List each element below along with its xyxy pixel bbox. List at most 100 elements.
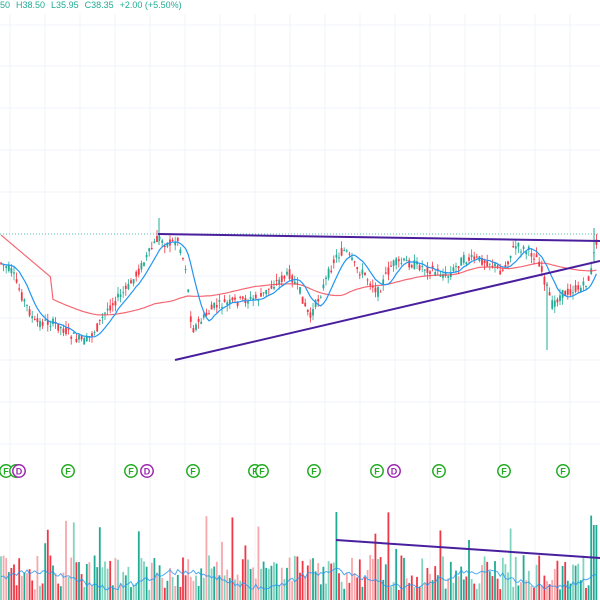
volume-bar (57, 583, 60, 600)
volume-bar (49, 555, 52, 600)
volume-bar (202, 577, 205, 600)
candle-body (377, 287, 379, 297)
candle-body (85, 335, 88, 342)
candle-body (486, 261, 489, 267)
event-marker-label: F (128, 467, 134, 477)
candle-body (418, 265, 421, 271)
candle-body (78, 335, 80, 340)
candle-body (504, 264, 507, 267)
volume-bar (234, 579, 236, 600)
candle-body (239, 296, 242, 298)
candle-body (275, 280, 278, 282)
volume-bar (205, 516, 208, 600)
candle-body (117, 293, 119, 298)
candle-body (280, 275, 283, 282)
candle-body (96, 323, 99, 332)
candle-body (184, 269, 187, 271)
volume-bar (358, 559, 361, 600)
candle-body (436, 268, 439, 271)
event-marker-dividend: D (387, 464, 401, 478)
candle-body (543, 276, 546, 285)
candle-body (551, 300, 554, 309)
volume-bar (7, 572, 10, 600)
volume-bar (340, 581, 343, 600)
candle-body (252, 298, 255, 301)
candle-body (241, 296, 244, 299)
volume-bar (309, 559, 312, 600)
volume-bar (80, 574, 83, 600)
event-marker-label: F (190, 467, 196, 477)
volume-bar (366, 569, 369, 600)
volume-bar (195, 575, 197, 600)
volume-bar (369, 555, 372, 600)
candle-body (218, 300, 221, 302)
volume-bar (257, 526, 260, 600)
volume-bar (494, 561, 496, 600)
candle-body (33, 318, 36, 320)
candle-body (530, 253, 533, 257)
candle-body (41, 321, 44, 326)
trendline-upper (157, 233, 600, 242)
candle-body (59, 326, 62, 329)
candle-body (473, 256, 476, 260)
candle-body (137, 268, 140, 275)
moving-average-fast (0, 241, 597, 338)
candle-body (226, 302, 229, 305)
candle-body (413, 260, 416, 270)
volume-bar (374, 533, 377, 600)
volume-bar (252, 567, 255, 600)
volume-bar (356, 577, 359, 600)
candle-body (499, 270, 502, 275)
event-marker-label: F (259, 467, 265, 477)
candle-body (405, 259, 408, 262)
volume-bar (0, 556, 2, 600)
volume-bar (197, 585, 200, 600)
volume-bar (361, 586, 364, 600)
candles (0, 218, 598, 350)
volume-bar (244, 545, 247, 600)
candle-body (468, 257, 470, 261)
volume-bar (525, 580, 528, 600)
volume-bars (0, 512, 598, 600)
candle-body (106, 308, 109, 311)
candle-body (392, 260, 395, 267)
candle-body (70, 336, 73, 339)
candle-body (322, 284, 325, 289)
event-marker-circle (12, 464, 26, 478)
candle-body (46, 319, 49, 325)
candle-body (572, 292, 574, 294)
volume-bar (595, 525, 598, 600)
volume-bar (59, 586, 62, 600)
volume-bar (286, 567, 288, 600)
volume-bar (283, 579, 286, 600)
candle-body (111, 303, 114, 306)
candle-body (254, 294, 257, 299)
candle-body (98, 319, 101, 321)
volume-bar (156, 572, 158, 600)
candle-body (44, 319, 47, 321)
candle-body (293, 281, 296, 284)
volume-bar (540, 585, 543, 600)
candle-body (213, 302, 216, 309)
volume-bar (41, 583, 44, 600)
candle-body (267, 288, 270, 290)
candle-body (236, 301, 239, 306)
volume-bar (262, 561, 265, 600)
volume-bar (70, 557, 73, 600)
volume-bar (481, 565, 483, 600)
volume-bar (535, 564, 538, 600)
volume-bar (327, 561, 330, 600)
volume-bar (413, 587, 416, 600)
candle-body (223, 299, 226, 303)
candle-body (26, 304, 28, 306)
candle-body (447, 276, 450, 278)
ohlc-high: H38.50 (16, 0, 46, 10)
event-marker-circle (61, 464, 75, 478)
volume-bar (330, 563, 333, 600)
candle-body (585, 286, 587, 288)
candle-body (291, 275, 294, 283)
candle-body (75, 338, 78, 342)
volume-bar (273, 562, 275, 600)
candle-body (189, 316, 192, 322)
